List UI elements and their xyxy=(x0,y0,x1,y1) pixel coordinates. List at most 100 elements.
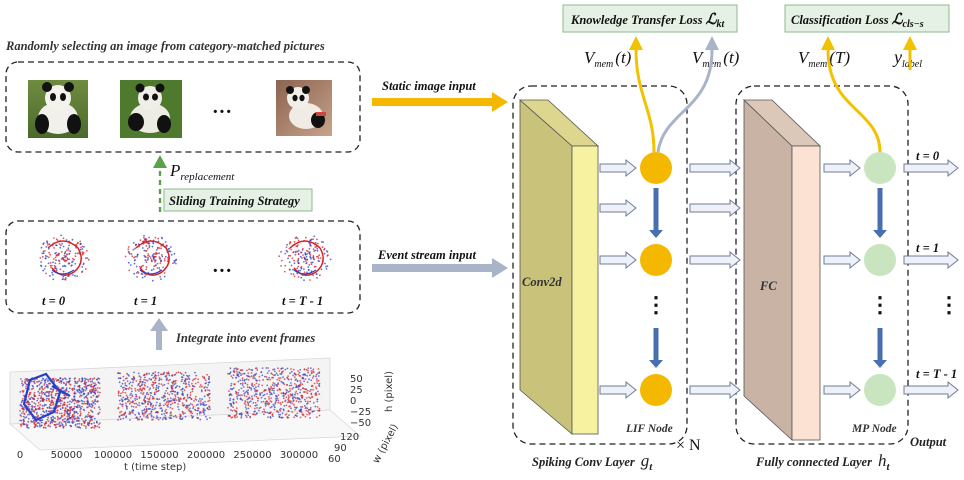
fc-side xyxy=(743,99,793,441)
kt-loss-label: Knowledge Transfer Loss ℒkt xyxy=(570,12,725,30)
y-label: ylabel xyxy=(892,47,922,70)
event-frames xyxy=(39,234,332,282)
static-input-label: Static image input xyxy=(382,79,476,93)
plot-w-tick: 60 xyxy=(328,454,341,465)
vertical-ellipsis: ⋮ xyxy=(645,292,667,317)
mp-nodes: ⋮ xyxy=(864,152,896,406)
plot-h-tick: −25 xyxy=(350,407,371,418)
vertical-ellipsis: ⋮ xyxy=(869,292,891,317)
flow-arrow xyxy=(903,158,959,178)
flow-arrow xyxy=(689,158,741,178)
output-time-label-1: t = 1 xyxy=(916,241,939,255)
cls-loss-label: Classification Loss ℒcls−s xyxy=(791,12,924,30)
flow-arrow xyxy=(599,380,637,400)
flow-arrow xyxy=(599,158,637,178)
conv2d-side xyxy=(519,99,573,435)
plot-x-tick: 0 xyxy=(17,450,23,461)
flow-arrow xyxy=(689,250,741,270)
event-input-arrow xyxy=(492,258,508,278)
static-input-arrow xyxy=(492,92,508,112)
event-frame-ellipsis: ··· xyxy=(212,260,232,282)
conv-times-n: × N xyxy=(676,437,701,454)
lif-nodes: ⋮ xyxy=(640,152,672,406)
flow-arrow xyxy=(599,198,637,218)
vmem-t-right: Vmem (t) xyxy=(692,48,740,70)
mp-node-0 xyxy=(864,152,896,184)
event-frame-0 xyxy=(39,234,90,281)
output-time-labels: t = 0 t = 1 t = T - 1 ⋮ xyxy=(916,149,960,381)
event-frame-2 xyxy=(278,235,332,282)
p-replacement-label: Preplacement xyxy=(169,161,235,183)
plot-h-tick: 50 xyxy=(350,374,363,385)
output-time-label-0: t = 0 xyxy=(916,149,940,163)
lif-node-label: LIF Node xyxy=(625,423,673,435)
event-stream-3d-plot: 0 50000 100000 150000 200000 250000 300000 5025… xyxy=(8,357,401,473)
integrate-label: Integrate into event frames xyxy=(175,331,315,345)
vmem-T: Vmem (T) xyxy=(798,48,850,70)
image-set-ellipsis: ··· xyxy=(212,101,232,123)
output-time-label-2: t = T - 1 xyxy=(916,367,957,381)
plot-h-tick: 25 xyxy=(350,385,363,396)
fc-front xyxy=(791,145,821,441)
flow-arrow xyxy=(599,250,637,270)
fc-layer-caption: Fully connected Layer ht xyxy=(755,451,890,473)
conv2d-label: Conv2d xyxy=(522,275,562,289)
output-label: Output xyxy=(910,435,947,449)
conv-layer-caption: Spiking Conv Layer gt xyxy=(532,451,653,473)
flow-arrow xyxy=(903,380,959,400)
plot-w-axis-label: w (pixel) xyxy=(371,422,401,465)
lif-to-kt-gray-arrow xyxy=(656,49,714,153)
horizontal-arrows xyxy=(599,158,959,400)
mp-node-2 xyxy=(864,374,896,406)
image-set-box xyxy=(5,61,361,153)
plot-x-tick: 150000 xyxy=(140,450,178,461)
integrate-arrow xyxy=(150,318,168,331)
event-input-label: Event stream input xyxy=(377,248,476,262)
event-frame-label-0: t = 0 xyxy=(42,294,66,308)
plot-x-tick: 200000 xyxy=(187,450,225,461)
panda-picture-3 xyxy=(276,80,332,136)
flow-arrow xyxy=(823,380,861,400)
flow-arrow xyxy=(823,158,861,178)
top-caption: Randomly selecting an image from categor… xyxy=(5,39,325,53)
event-frame-label-1: t = 1 xyxy=(134,294,157,308)
plot-h-tick: 0 xyxy=(350,396,356,407)
cls-loss-box xyxy=(784,4,950,33)
flow-arrow xyxy=(689,198,741,218)
conv-layer-box xyxy=(512,85,688,445)
lif-node-1 xyxy=(640,244,672,276)
flow-arrow xyxy=(689,380,741,400)
flow-arrow xyxy=(823,250,861,270)
conv2d-front xyxy=(571,145,599,435)
plot-w-tick: 120 xyxy=(340,432,359,443)
event-frames-box xyxy=(5,220,361,314)
plot-x-tick: 300000 xyxy=(280,450,318,461)
sliding-strategy-box xyxy=(163,188,313,212)
plot-w-tick: 90 xyxy=(334,443,347,454)
panda-picture-2 xyxy=(120,80,182,138)
vmem-t-left: Vmem (t) xyxy=(584,48,632,70)
lif-to-kt-yellow-arrow xyxy=(634,49,656,153)
event-frame-label-2: t = T - 1 xyxy=(282,294,323,308)
plot-h-tick: −50 xyxy=(350,418,371,429)
mp-node-1 xyxy=(864,244,896,276)
mp-to-cls-yellow-arrow xyxy=(826,49,882,153)
fc-label: FC xyxy=(759,279,777,293)
mp-node-label: MP Node xyxy=(851,423,897,435)
lif-node-0 xyxy=(640,152,672,184)
output-vertical-ellipsis: ⋮ xyxy=(938,292,960,317)
panda-picture-1 xyxy=(28,80,88,138)
fc-layer-box xyxy=(735,85,909,445)
kt-loss-box xyxy=(562,4,738,33)
plot-x-tick: 50000 xyxy=(51,450,83,461)
sliding-strategy-label: Sliding Training Strategy xyxy=(169,194,300,208)
plot-h-axis-label: h (pixel) xyxy=(384,371,395,412)
plot-ticks: 0 50000 100000 150000 200000 250000 300000 5025… xyxy=(17,374,371,465)
event-scatter-points xyxy=(19,367,321,429)
lif-node-2 xyxy=(640,374,672,406)
plot-x-tick: 250000 xyxy=(233,450,271,461)
plot-x-tick: 100000 xyxy=(94,450,132,461)
flow-arrow xyxy=(903,250,959,270)
